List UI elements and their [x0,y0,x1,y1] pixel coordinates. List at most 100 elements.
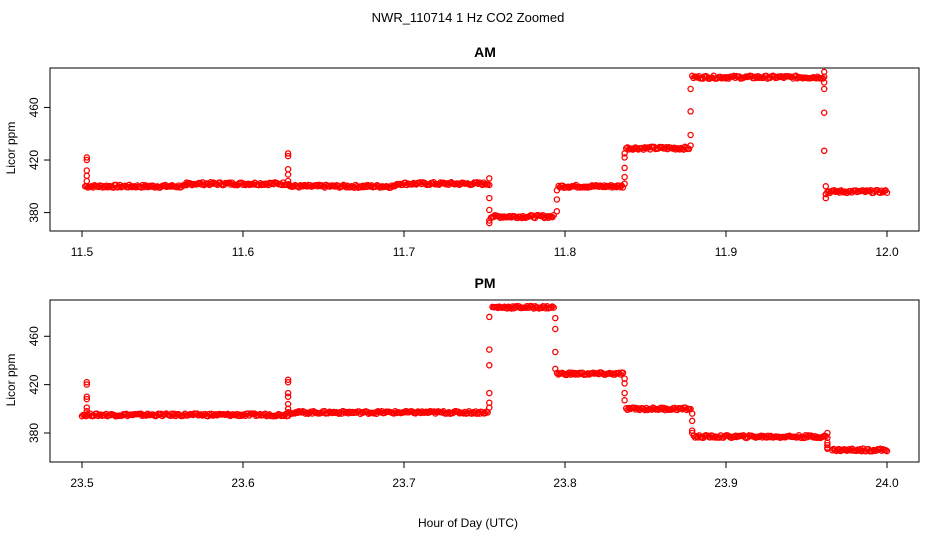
data-point [822,190,830,198]
data-point [284,389,292,397]
data-point [547,304,555,311]
data-point [83,172,91,180]
data-point [83,167,91,174]
panel-am-ylabel: Licor ppm [4,122,18,175]
data-point [621,164,628,172]
data-point [619,369,627,376]
data-point [615,369,623,377]
data-point [685,145,693,153]
panel-pm-xtick-label: 23.6 [231,476,255,490]
data-point [687,131,694,139]
data-point [553,187,561,194]
data-point [83,407,91,415]
data-point [687,108,694,115]
panel-am-xtick-label: 11.7 [393,245,416,259]
data-point [486,389,493,397]
data-point [722,75,730,82]
data-point [83,404,91,411]
data-point [284,165,292,173]
data-point [486,399,493,407]
data-point [486,175,493,182]
panel-pm: PM Licor ppm 23.5 23.6 23.7 23.8 23.9 24.0 380… [4,275,920,490]
panel-am-xtick-label: 11.9 [715,245,738,259]
data-point [473,179,481,186]
data-point [822,194,830,202]
data-point [617,183,624,191]
panel-am: AM Licor ppm 11.5 11.6 11.7 11.8 11.9 12.0 380… [4,44,920,259]
figure-title: NWR_110714 1 Hz CO2 Zoomed [372,10,565,25]
panel-am-points [81,68,891,227]
data-point [820,147,828,155]
panel-pm-title: PM [475,275,496,291]
data-point [83,381,91,388]
data-point [550,211,557,219]
data-point [819,75,827,82]
data-point [683,406,690,414]
data-point [822,432,830,440]
data-point [486,217,493,224]
panel-pm-ytick-label: 460 [27,326,41,346]
data-point [688,410,696,417]
data-point [619,184,627,191]
data-point [284,378,292,386]
data-point [552,348,559,356]
data-point [284,150,292,157]
data-point [621,150,628,157]
panel-am-ytick-label: 420 [27,150,41,170]
data-point [552,325,559,333]
data-point [820,68,828,76]
data-point [621,389,628,397]
data-point [284,400,292,408]
data-point [486,181,493,189]
panel-am-frame [49,67,920,232]
data-point [553,196,561,203]
data-point [486,346,493,353]
data-point [820,109,828,116]
data-point [883,447,891,455]
data-point [83,378,91,386]
data-point [284,152,292,160]
data-point [621,397,628,404]
panel-am-xtick-label: 11.6 [232,245,255,259]
data-point [550,304,557,311]
data-point [687,85,694,93]
data-point [552,365,559,373]
data-point [820,85,828,93]
data-point [676,146,683,153]
panel-am-xtick-label: 11.5 [71,245,94,259]
data-point [83,393,91,400]
data-point [688,417,696,425]
panel-pm-xtick-label: 23.5 [70,476,94,490]
data-point [824,441,831,449]
data-point [688,427,696,434]
panel-pm-ytick-label: 420 [27,374,41,394]
data-point [284,393,292,400]
data-point [460,410,467,417]
data-point [878,187,885,194]
panel-am-xtick-label: 12.0 [875,245,899,259]
data-point [641,144,649,151]
data-point [284,177,292,185]
panel-pm-ytick-label: 380 [27,423,41,443]
data-point [549,303,556,310]
panel-pm-frame [49,299,920,463]
panel-pm-points [78,302,891,455]
data-point [83,177,91,185]
figure-xlabel: Hour of Day (UTC) [418,516,518,530]
panel-pm-xtick-label: 23.9 [714,476,738,490]
panel-am-xtick-label: 11.8 [554,245,577,259]
data-point [621,380,628,387]
data-point [621,180,628,187]
panel-pm-xtick-label: 23.8 [553,476,577,490]
data-point [83,395,91,403]
data-point [83,156,91,164]
data-point [486,313,493,321]
panel-pm-ylabel: Licor ppm [4,354,18,407]
data-point [284,171,292,178]
data-point [552,314,559,322]
data-point [486,219,493,227]
data-point [688,429,696,437]
panel-am-ytick-label: 460 [27,97,41,117]
data-point [869,447,876,455]
